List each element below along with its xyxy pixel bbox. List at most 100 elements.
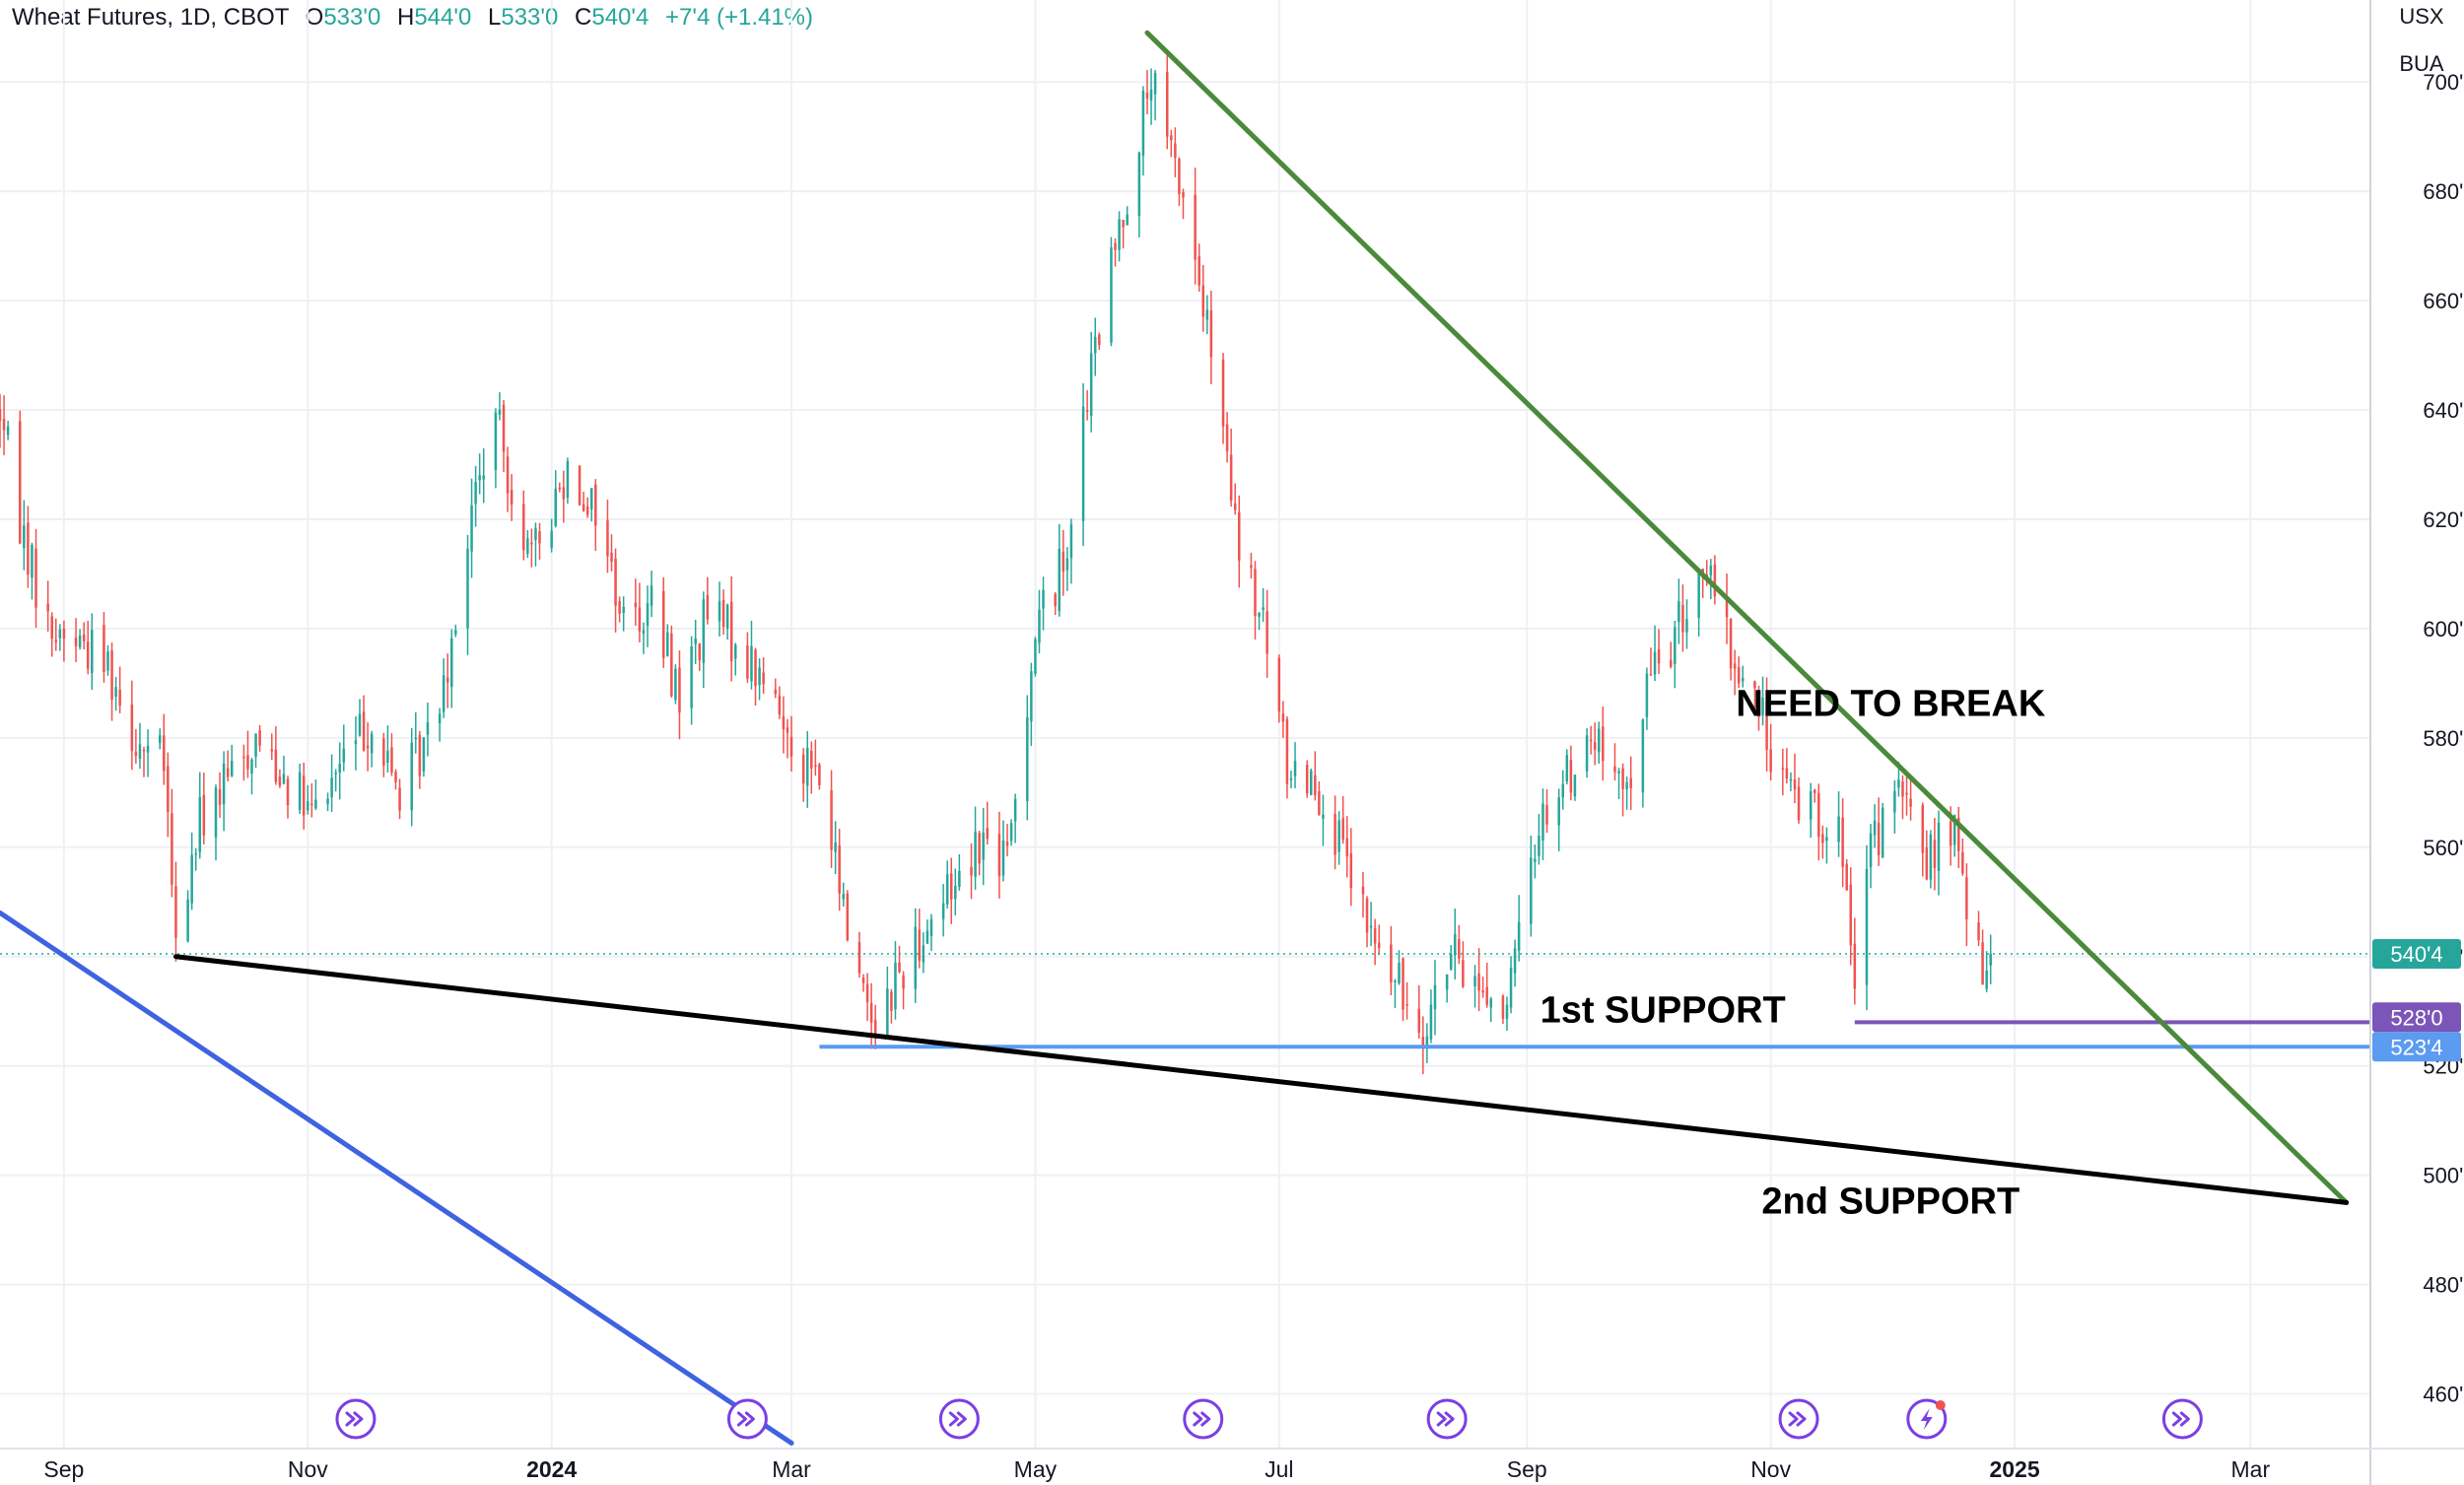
x-tick-label: Nov <box>1750 1456 1791 1482</box>
candle-body <box>1281 713 1285 722</box>
candle-body <box>454 630 457 635</box>
candle-body <box>778 695 782 715</box>
arrow-icon <box>1436 1411 1455 1427</box>
candle-body <box>1421 1037 1425 1049</box>
candle-body <box>1825 837 1828 842</box>
event-icon[interactable] <box>726 1398 768 1440</box>
candle-body <box>246 755 249 770</box>
candle-body <box>1929 834 1933 880</box>
candle-body <box>638 607 642 632</box>
candle-body <box>478 475 481 481</box>
candle-body <box>986 828 990 840</box>
arrow-icon <box>1788 1411 1807 1427</box>
candle-body <box>398 787 401 811</box>
lightning-icon <box>1920 1408 1933 1430</box>
price-label-text: 528'0 <box>2390 1005 2442 1030</box>
y-tick-label: 560'0 <box>2423 836 2464 860</box>
candle-body <box>929 918 933 936</box>
event-icon[interactable] <box>938 1398 980 1440</box>
candle-body <box>1530 857 1533 924</box>
candle-body <box>278 776 282 786</box>
event-icon[interactable] <box>1426 1398 1468 1440</box>
candle-body <box>1137 152 1141 217</box>
candle-body <box>91 630 94 673</box>
candle-body <box>1789 778 1793 781</box>
candle-body <box>585 506 589 515</box>
candle-body <box>78 635 82 647</box>
candle-body <box>1153 73 1157 95</box>
candle-body <box>1893 790 1896 813</box>
candle-body <box>466 548 469 629</box>
candle-body <box>450 638 453 688</box>
candle-body <box>110 649 113 701</box>
candle-body <box>1061 551 1065 573</box>
currency-unit[interactable]: USX <box>2399 4 2444 29</box>
y-axis[interactable]: 460'0480'0500'0520'0540'0560'0580'0600'0… <box>2369 0 2464 1485</box>
candle-body <box>1178 159 1181 194</box>
event-markers[interactable] <box>335 1398 2203 1440</box>
event-icon[interactable] <box>1906 1398 1948 1440</box>
candle-body <box>1725 598 1729 618</box>
candle-body <box>1569 760 1573 793</box>
candle-body <box>1625 781 1628 790</box>
candle-body <box>1425 1036 1429 1049</box>
candle-body <box>1334 813 1336 855</box>
y-tick-label: 700'0 <box>2423 70 2464 95</box>
candle-body <box>1881 807 1884 858</box>
candle-body <box>338 763 341 773</box>
candle-body <box>1545 805 1548 825</box>
candle-body <box>358 713 362 736</box>
candle-body <box>1557 797 1560 826</box>
candle-body <box>1345 838 1349 857</box>
candle-body <box>721 599 725 628</box>
candle-body <box>618 600 621 614</box>
candle-body <box>86 641 90 669</box>
event-icon[interactable] <box>335 1398 376 1440</box>
candle-body <box>886 988 889 1035</box>
candle-body <box>426 722 430 735</box>
candle-body <box>978 833 981 864</box>
quantity-unit[interactable]: BUA <box>2399 51 2444 76</box>
event-icon[interactable] <box>2161 1398 2203 1440</box>
candle-body <box>1841 817 1844 867</box>
candle-body <box>774 689 778 695</box>
arrow-icon <box>1193 1411 1211 1427</box>
candle-body <box>1873 820 1877 836</box>
candle-body <box>370 733 374 754</box>
candle-body <box>422 737 426 772</box>
candle-body <box>702 599 706 663</box>
y-tick-label: 460'0 <box>2423 1383 2464 1407</box>
candle-body <box>82 634 86 641</box>
candle-body <box>698 643 701 661</box>
candle-body <box>218 788 222 805</box>
candle-body <box>1277 657 1281 712</box>
candle-body <box>562 487 566 500</box>
candle-body <box>1685 619 1688 633</box>
candle-body <box>530 542 533 545</box>
candle-body <box>678 667 681 713</box>
y-tick-label: 480'0 <box>2423 1273 2464 1298</box>
candle-body <box>1237 511 1241 561</box>
candle-body <box>846 893 850 941</box>
candle-body <box>1837 816 1840 843</box>
candle-body <box>1645 673 1649 717</box>
candle-body <box>226 768 230 777</box>
candle-body <box>1293 761 1297 776</box>
event-icon[interactable] <box>1778 1398 1819 1440</box>
candle-body <box>190 854 193 904</box>
event-icon[interactable] <box>1183 1398 1224 1440</box>
candle-body <box>1314 775 1317 796</box>
candle-body <box>1961 851 1964 874</box>
candle-body <box>1849 884 1853 946</box>
candle-body <box>606 520 609 557</box>
annotation-label: 2nd SUPPORT <box>1761 1181 2019 1222</box>
candle-body <box>1005 842 1009 846</box>
candle-body <box>222 763 226 805</box>
candle-body <box>1182 191 1185 198</box>
candle-body <box>1617 771 1620 774</box>
candle-body <box>1897 779 1900 788</box>
candle-body <box>1305 765 1309 794</box>
candle-body <box>642 630 646 634</box>
x-axis[interactable]: Sep Nov 2024 Mar May Jul Sep Nov 2025 Mar <box>0 1448 2464 1482</box>
